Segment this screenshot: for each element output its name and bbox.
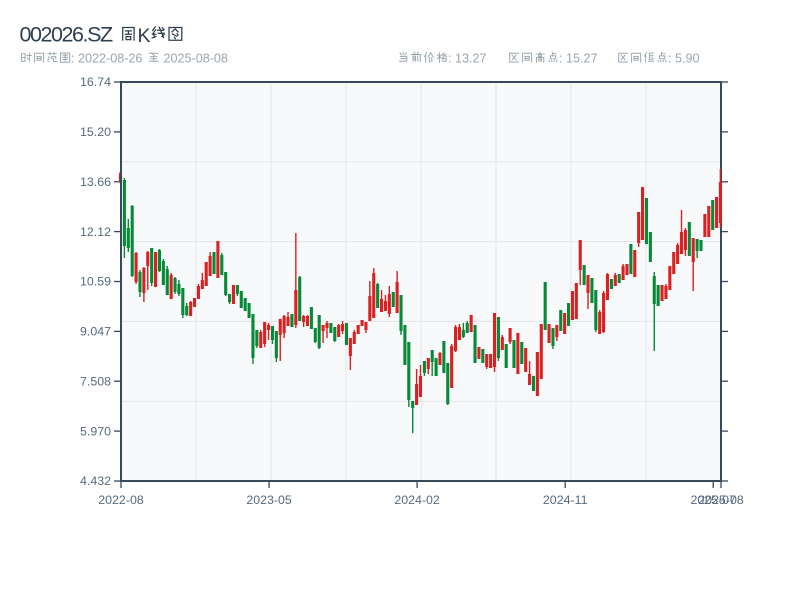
svg-text:: 13.27: : 13.27: [448, 51, 487, 65]
svg-text:2025-08-08: 2025-08-08: [164, 51, 228, 65]
svg-text:4.432: 4.432: [80, 474, 111, 488]
svg-text:13.66: 13.66: [80, 175, 111, 189]
svg-text:2022-08: 2022-08: [98, 493, 144, 507]
svg-text:16.74: 16.74: [80, 75, 111, 89]
svg-text:15.20: 15.20: [80, 125, 111, 139]
svg-text:2025-08: 2025-08: [698, 493, 744, 507]
svg-text:5.970: 5.970: [80, 424, 111, 438]
svg-text:10.59: 10.59: [80, 275, 111, 289]
svg-text:: 15.27: : 15.27: [559, 51, 598, 65]
svg-text:: 5.90: : 5.90: [668, 51, 700, 65]
svg-text:002026.SZ: 002026.SZ: [20, 23, 113, 47]
svg-text:2025-07: 2025-07: [690, 493, 736, 507]
svg-text:12.12: 12.12: [80, 225, 111, 239]
svg-text:7.508: 7.508: [80, 374, 111, 388]
svg-text:K: K: [138, 25, 151, 47]
svg-text:2023-05: 2023-05: [246, 493, 292, 507]
svg-text:: 2022-08-26: : 2022-08-26: [71, 51, 142, 65]
svg-text:2024-02: 2024-02: [394, 493, 440, 507]
svg-text:9.047: 9.047: [80, 325, 111, 339]
svg-text:2024-11: 2024-11: [543, 493, 588, 507]
